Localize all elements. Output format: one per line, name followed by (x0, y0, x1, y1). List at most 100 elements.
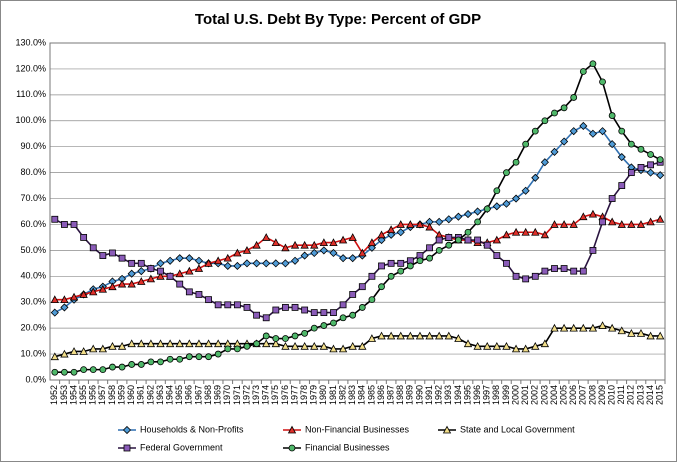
marker (61, 221, 68, 228)
marker (483, 205, 491, 213)
marker (291, 332, 299, 340)
marker (272, 306, 280, 314)
marker (301, 306, 309, 314)
marker (406, 220, 415, 228)
marker (300, 341, 309, 350)
marker (378, 262, 385, 270)
marker (377, 331, 386, 340)
marker (281, 259, 290, 268)
marker (213, 339, 223, 348)
marker (425, 331, 434, 340)
marker (559, 323, 569, 332)
marker (368, 272, 376, 280)
marker (396, 331, 405, 340)
marker (445, 241, 453, 249)
marker (387, 259, 395, 267)
marker (156, 339, 165, 348)
marker (320, 309, 328, 317)
marker (109, 249, 116, 257)
marker (252, 259, 261, 268)
marker (406, 331, 415, 340)
marker (349, 291, 357, 298)
x-tick-label: 1995 (462, 385, 472, 405)
marker (50, 352, 59, 361)
x-tick-label: 1966 (184, 385, 194, 405)
marker (550, 220, 559, 228)
marker (137, 339, 146, 348)
marker (262, 233, 271, 241)
marker (636, 220, 646, 228)
marker (435, 331, 444, 340)
marker (656, 331, 665, 340)
marker (329, 238, 338, 247)
marker (89, 366, 97, 374)
marker (540, 158, 549, 167)
marker (656, 156, 664, 164)
marker (511, 227, 521, 236)
marker (194, 264, 204, 272)
marker (330, 319, 337, 327)
marker (243, 304, 251, 311)
marker (79, 290, 88, 298)
marker (194, 339, 204, 348)
marker (233, 345, 241, 353)
marker (185, 353, 193, 361)
marker (368, 296, 376, 304)
marker (617, 326, 626, 335)
marker (588, 129, 597, 138)
marker (252, 240, 261, 249)
marker (271, 259, 280, 268)
marker (415, 220, 425, 228)
marker (176, 280, 184, 288)
marker (397, 267, 405, 275)
marker (560, 104, 568, 112)
marker (646, 217, 655, 226)
marker (511, 344, 521, 353)
marker (531, 127, 539, 135)
marker (117, 279, 127, 288)
x-tick-label: 1962 (145, 385, 155, 405)
marker (608, 140, 617, 149)
x-tick-label: 1981 (328, 385, 338, 405)
legend-label: Non-Financial Businesses (305, 424, 410, 434)
marker (156, 271, 165, 280)
marker (493, 187, 501, 195)
marker (281, 243, 290, 252)
legend-marker (442, 425, 452, 434)
marker (233, 301, 241, 309)
x-tick-label: 1977 (289, 385, 299, 405)
marker (69, 292, 79, 301)
marker (137, 259, 145, 267)
marker (127, 339, 136, 348)
marker (262, 332, 270, 340)
x-tick-label: 1969 (213, 385, 223, 405)
marker (492, 341, 502, 350)
y-tick-label: 130.0% (15, 37, 46, 47)
marker (560, 137, 569, 146)
marker (242, 246, 252, 254)
y-tick-label: 50.0% (20, 245, 46, 255)
x-tick-label: 1999 (501, 385, 511, 405)
marker (89, 287, 98, 296)
chart-title: Total U.S. Debt By Type: Percent of GDP (195, 11, 481, 28)
marker (175, 339, 184, 348)
marker (426, 254, 433, 262)
marker (329, 344, 338, 353)
marker (175, 254, 184, 263)
x-tick-label: 1980 (318, 385, 328, 405)
marker (569, 220, 578, 228)
y-tick-label: 40.0% (20, 271, 46, 281)
marker (646, 331, 655, 340)
marker (98, 284, 108, 293)
x-tick-label: 1963 (155, 385, 165, 405)
marker (589, 246, 597, 254)
x-tick-label: 1953 (59, 385, 69, 405)
x-tick-label: 1993 (443, 385, 453, 405)
marker (290, 256, 300, 265)
marker (502, 341, 511, 350)
marker (463, 210, 473, 219)
marker (646, 168, 655, 177)
marker (492, 202, 501, 211)
marker (147, 265, 155, 272)
